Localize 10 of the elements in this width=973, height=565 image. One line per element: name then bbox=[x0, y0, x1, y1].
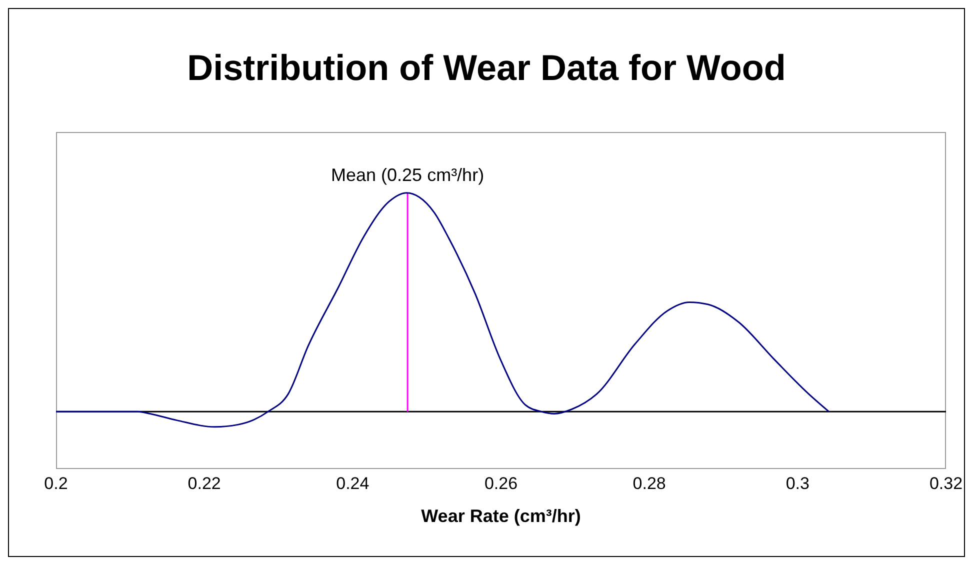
x-tick-label: 0.28 bbox=[632, 474, 666, 494]
ref-line-label: Mean (0.25 cm³/hr) bbox=[331, 164, 484, 185]
x-tick-label: 0.32 bbox=[929, 474, 963, 494]
x-tick-label: 0.3 bbox=[786, 474, 810, 494]
x-axis-title: Wear Rate (cm³/hr) bbox=[421, 506, 581, 526]
x-tick-label: 0.22 bbox=[188, 474, 221, 494]
x-tick-label: 0.2 bbox=[44, 474, 68, 494]
x-tick-label: 0.26 bbox=[484, 474, 518, 494]
x-tick-label: 0.24 bbox=[336, 474, 370, 494]
chart-title: Distribution of Wear Data for Wood bbox=[186, 47, 787, 89]
